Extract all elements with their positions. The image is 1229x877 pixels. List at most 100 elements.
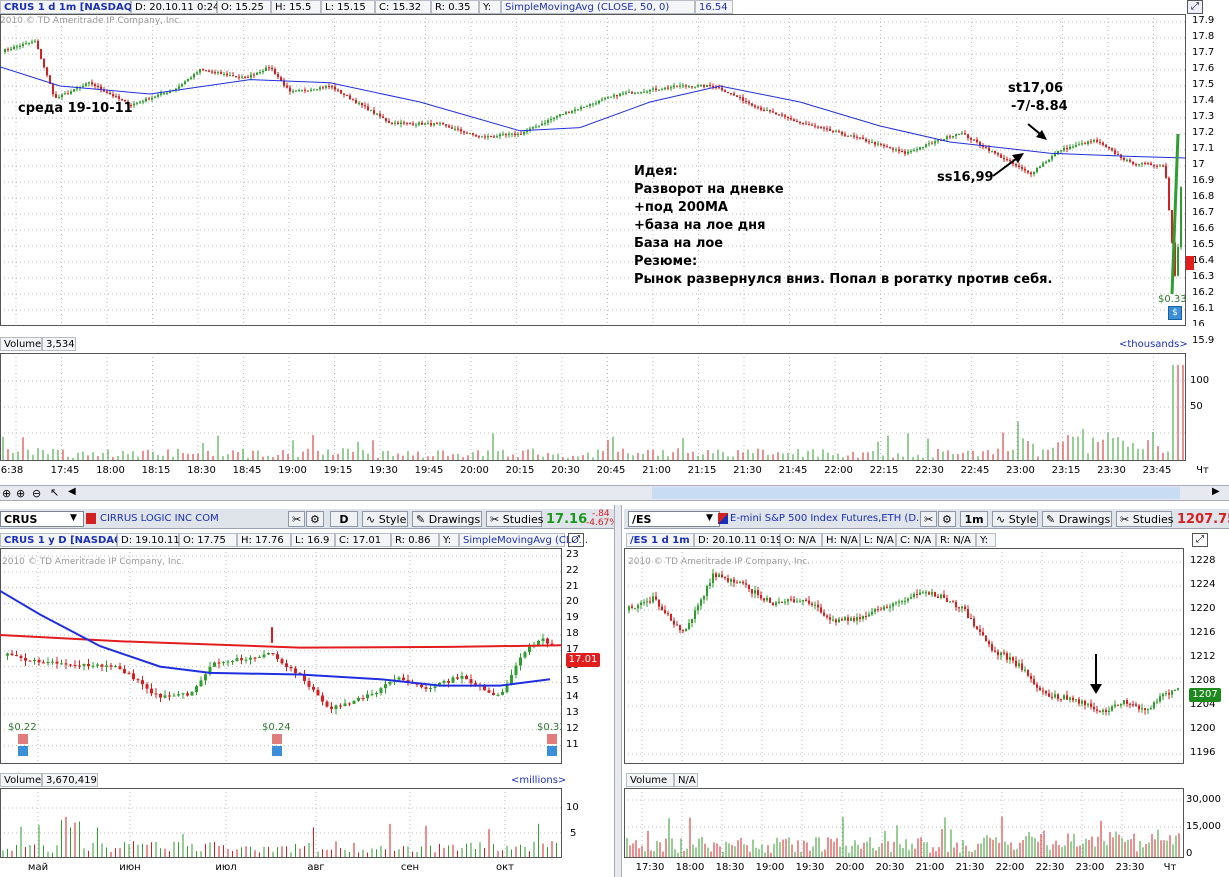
right-volume-chart[interactable] [624, 788, 1184, 858]
cursor-icon[interactable]: ↖ [50, 486, 60, 499]
candle-body [421, 122, 423, 125]
main-time-tick: 18:30 [187, 465, 216, 476]
candle-body [244, 76, 246, 78]
main-study-label[interactable]: SimpleMovingAvg (CLOSE, 50, 0) [501, 0, 695, 14]
candle-body [523, 652, 527, 658]
right-symbol-label[interactable]: /ES 1 d 1m [626, 533, 694, 547]
candle-body [334, 86, 336, 90]
candle-body [769, 109, 771, 112]
candle-body [631, 606, 633, 609]
zoom-out-icon[interactable]: ⊖ [32, 487, 42, 500]
left-drawings-label: Drawings [428, 513, 481, 526]
right-expand-icon[interactable]: ⤢ [1192, 533, 1208, 547]
main-time-tick: 19:45 [414, 465, 444, 476]
candle-body [6, 653, 9, 656]
scroll-right-icon[interactable]: ▶ [1212, 486, 1220, 497]
candle-body [868, 141, 870, 143]
panel-splitter[interactable] [614, 505, 622, 877]
candle-body [136, 679, 140, 681]
candle-body [232, 75, 234, 77]
chart-scrollbar[interactable]: ⊕ ⊕ ⊖ ↖ ◀ ▶ [0, 485, 1229, 501]
candle-body [1105, 144, 1107, 147]
candle-body [871, 611, 873, 615]
main-time-tick: 22:15 [869, 465, 899, 476]
candle-body [1015, 163, 1017, 166]
main-volume-chart[interactable] [0, 353, 1186, 461]
expand-chart-icon[interactable]: ⤢ [1187, 0, 1203, 14]
candle-body [739, 581, 741, 583]
candle-body [106, 91, 108, 93]
main-price-chart[interactable] [0, 14, 1186, 326]
candle-body [276, 654, 279, 660]
candle-body [121, 98, 123, 101]
left-wrench-icon[interactable]: ⚙ [306, 511, 324, 527]
left-symbol-input[interactable]: CRUS [0, 511, 84, 527]
candle-body [456, 677, 459, 679]
scroll-left-icon[interactable]: ◀ [68, 486, 76, 497]
candle-body [168, 695, 171, 697]
right-wrench-icon[interactable]: ⚙ [938, 511, 956, 527]
scrollbar-thumb[interactable] [652, 487, 1180, 499]
main-price-tick: 16 [1192, 319, 1205, 330]
candle-body [406, 122, 408, 124]
candle-body [778, 601, 780, 603]
right-style-button[interactable]: ∿ Style [992, 511, 1038, 527]
left-symbol-label[interactable]: CRUS 1 y D [NASDAQ] [0, 533, 127, 547]
left-drawings-button[interactable]: ✎ Drawings [412, 511, 482, 527]
left-study-label[interactable]: SimpleMovingAvg (CLO... [459, 533, 588, 547]
candle-body [1174, 690, 1176, 692]
candle-body [556, 116, 558, 118]
right-studies-button[interactable]: ✂ Studies [1116, 511, 1174, 527]
main-symbol-label[interactable]: CRUS 1 d 1m [NASDAQ] [0, 0, 137, 14]
entry-label: ss16,99 [937, 170, 994, 185]
candle-body [304, 89, 306, 91]
right-link-icon[interactable]: ✂ [920, 511, 938, 527]
right-symbol-dropdown-icon[interactable]: ▼ [706, 513, 713, 523]
right-price-tick: 1220 [1190, 603, 1216, 614]
candle-body [943, 138, 945, 141]
candle-body [952, 135, 954, 138]
candle-body [928, 143, 930, 145]
candle-body [898, 601, 900, 603]
left-link-icon[interactable]: ✂ [288, 511, 306, 527]
main-time-tick: 22:30 [915, 465, 944, 476]
candle-body [613, 94, 615, 97]
candle-body [64, 93, 66, 95]
candle-body [420, 684, 423, 688]
candle-body [439, 123, 441, 125]
candle-body [469, 133, 471, 135]
right-price-tick: 1196 [1190, 747, 1216, 758]
right-drawings-button[interactable]: ✎ Drawings [1042, 511, 1112, 527]
main-time-tick: 18:45 [232, 465, 262, 476]
left-drawings-icon: ✎ [416, 513, 426, 526]
zoom-in-alt-icon[interactable]: ⊕ [16, 487, 26, 500]
right-flag-icon[interactable] [718, 513, 728, 524]
left-style-button[interactable]: ∿ Style [362, 511, 408, 527]
right-price-chart[interactable] [624, 548, 1184, 764]
candle-body [265, 67, 267, 71]
candle-body [1147, 709, 1149, 711]
main-price-tick: 17.2 [1192, 127, 1215, 138]
candle-body [586, 106, 588, 108]
zoom-in-icon[interactable]: ⊕ [2, 487, 12, 500]
left-studies-button[interactable]: ✂ Studies [486, 511, 544, 527]
candle-body [451, 127, 453, 129]
candle-body [424, 687, 428, 689]
candle-body [1036, 168, 1038, 172]
right-symbol-input[interactable]: /ES [628, 511, 720, 527]
left-flag-icon[interactable] [86, 513, 96, 524]
right-aggregation-button[interactable]: 1m [960, 511, 988, 527]
left-price-chart[interactable]: $0.22 $0.24 $0.33 [0, 548, 562, 764]
candle-body [811, 124, 813, 126]
candle-body [727, 91, 729, 94]
main-time-tick: 21:00 [642, 465, 671, 476]
left-aggregation-button[interactable]: D [330, 511, 358, 527]
candle-body [1051, 156, 1053, 160]
main-time-tick: 23:45 [1142, 465, 1172, 476]
candle-body [544, 122, 546, 124]
right-time-tick: 22:30 [1035, 862, 1065, 873]
dividend-icon[interactable]: $ [1168, 306, 1182, 320]
left-expand-icon[interactable]: ⤢ [568, 533, 584, 547]
left-symbol-dropdown-icon[interactable]: ▼ [70, 513, 77, 523]
left-volume-chart[interactable] [0, 788, 562, 858]
